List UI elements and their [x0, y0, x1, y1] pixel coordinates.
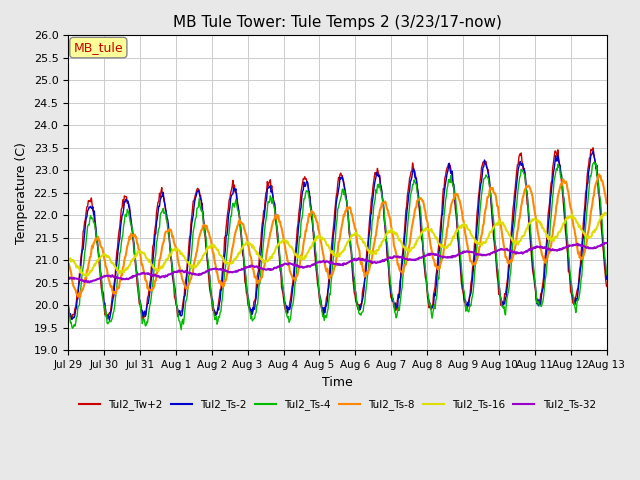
- Tul2_Ts-16: [419, 228, 427, 234]
- Line: Tul2_Tw+2: Tul2_Tw+2: [68, 148, 607, 319]
- Tul2_Ts-16: [601, 210, 609, 216]
- Tul2_Ts-32: [64, 276, 72, 282]
- Tul2_Tw+2: [129, 239, 137, 245]
- Tul2_Ts-4: [213, 321, 221, 327]
- Title: MB Tule Tower: Tule Temps 2 (3/23/17-now): MB Tule Tower: Tule Temps 2 (3/23/17-now…: [173, 15, 502, 30]
- Tul2_Ts-16: [404, 247, 412, 252]
- Tul2_Ts-2: [404, 204, 412, 210]
- Tul2_Ts-16: [64, 257, 72, 263]
- Tul2_Ts-4: [129, 234, 137, 240]
- Tul2_Ts-8: [595, 171, 603, 177]
- Tul2_Ts-2: [419, 248, 427, 253]
- Tul2_Tw+2: [404, 192, 412, 198]
- Line: Tul2_Ts-4: Tul2_Ts-4: [68, 162, 607, 330]
- Tul2_Ts-16: [185, 261, 193, 266]
- Tul2_Tw+2: [419, 247, 427, 253]
- Tul2_Tw+2: [139, 316, 147, 322]
- Tul2_Ts-4: [177, 327, 185, 333]
- Tul2_Ts-16: [130, 256, 138, 262]
- Tul2_Ts-32: [603, 240, 611, 246]
- Tul2_Ts-4: [64, 301, 72, 307]
- Tul2_Ts-32: [185, 270, 193, 276]
- Tul2_Ts-2: [74, 296, 82, 302]
- Tul2_Ts-8: [419, 198, 427, 204]
- Text: MB_tule: MB_tule: [74, 41, 123, 54]
- Tul2_Ts-32: [130, 273, 138, 279]
- Tul2_Ts-8: [185, 281, 193, 287]
- Tul2_Ts-8: [74, 292, 82, 298]
- Tul2_Ts-16: [213, 247, 221, 253]
- Line: Tul2_Ts-8: Tul2_Ts-8: [68, 174, 607, 297]
- Line: Tul2_Ts-32: Tul2_Ts-32: [68, 243, 607, 282]
- Legend: Tul2_Tw+2, Tul2_Ts-2, Tul2_Ts-4, Tul2_Ts-8, Tul2_Ts-16, Tul2_Ts-32: Tul2_Tw+2, Tul2_Ts-2, Tul2_Ts-4, Tul2_Ts…: [75, 396, 600, 415]
- Tul2_Ts-4: [185, 274, 193, 279]
- Tul2_Ts-2: [185, 257, 193, 263]
- Tul2_Ts-8: [64, 260, 72, 265]
- Tul2_Ts-4: [419, 244, 427, 250]
- Tul2_Ts-16: [603, 211, 611, 216]
- X-axis label: Time: Time: [322, 376, 353, 389]
- Tul2_Tw+2: [589, 145, 597, 151]
- Tul2_Ts-8: [603, 200, 611, 206]
- Tul2_Ts-2: [589, 148, 597, 154]
- Line: Tul2_Ts-2: Tul2_Ts-2: [68, 151, 607, 320]
- Tul2_Ts-2: [603, 276, 611, 282]
- Tul2_Ts-4: [74, 304, 82, 310]
- Tul2_Ts-32: [213, 266, 221, 272]
- Tul2_Tw+2: [213, 311, 221, 316]
- Tul2_Ts-32: [404, 256, 412, 262]
- Tul2_Ts-8: [130, 232, 138, 238]
- Tul2_Ts-16: [74, 264, 82, 270]
- Tul2_Tw+2: [74, 289, 82, 295]
- Tul2_Ts-32: [601, 240, 609, 246]
- Tul2_Tw+2: [64, 304, 72, 310]
- Tul2_Ts-32: [85, 279, 93, 285]
- Tul2_Ts-4: [404, 225, 412, 231]
- Tul2_Ts-2: [213, 310, 221, 315]
- Tul2_Ts-2: [130, 240, 138, 246]
- Tul2_Ts-8: [213, 269, 221, 275]
- Tul2_Ts-16: [83, 273, 90, 279]
- Tul2_Ts-2: [106, 317, 113, 323]
- Tul2_Ts-4: [603, 272, 611, 277]
- Tul2_Tw+2: [603, 284, 611, 289]
- Tul2_Ts-32: [419, 254, 427, 260]
- Tul2_Ts-8: [404, 253, 412, 259]
- Y-axis label: Temperature (C): Temperature (C): [15, 142, 28, 244]
- Tul2_Ts-8: [76, 294, 84, 300]
- Tul2_Tw+2: [185, 244, 193, 250]
- Line: Tul2_Ts-16: Tul2_Ts-16: [68, 213, 607, 276]
- Tul2_Ts-4: [590, 159, 598, 165]
- Tul2_Ts-32: [74, 276, 82, 282]
- Tul2_Ts-2: [64, 300, 72, 306]
